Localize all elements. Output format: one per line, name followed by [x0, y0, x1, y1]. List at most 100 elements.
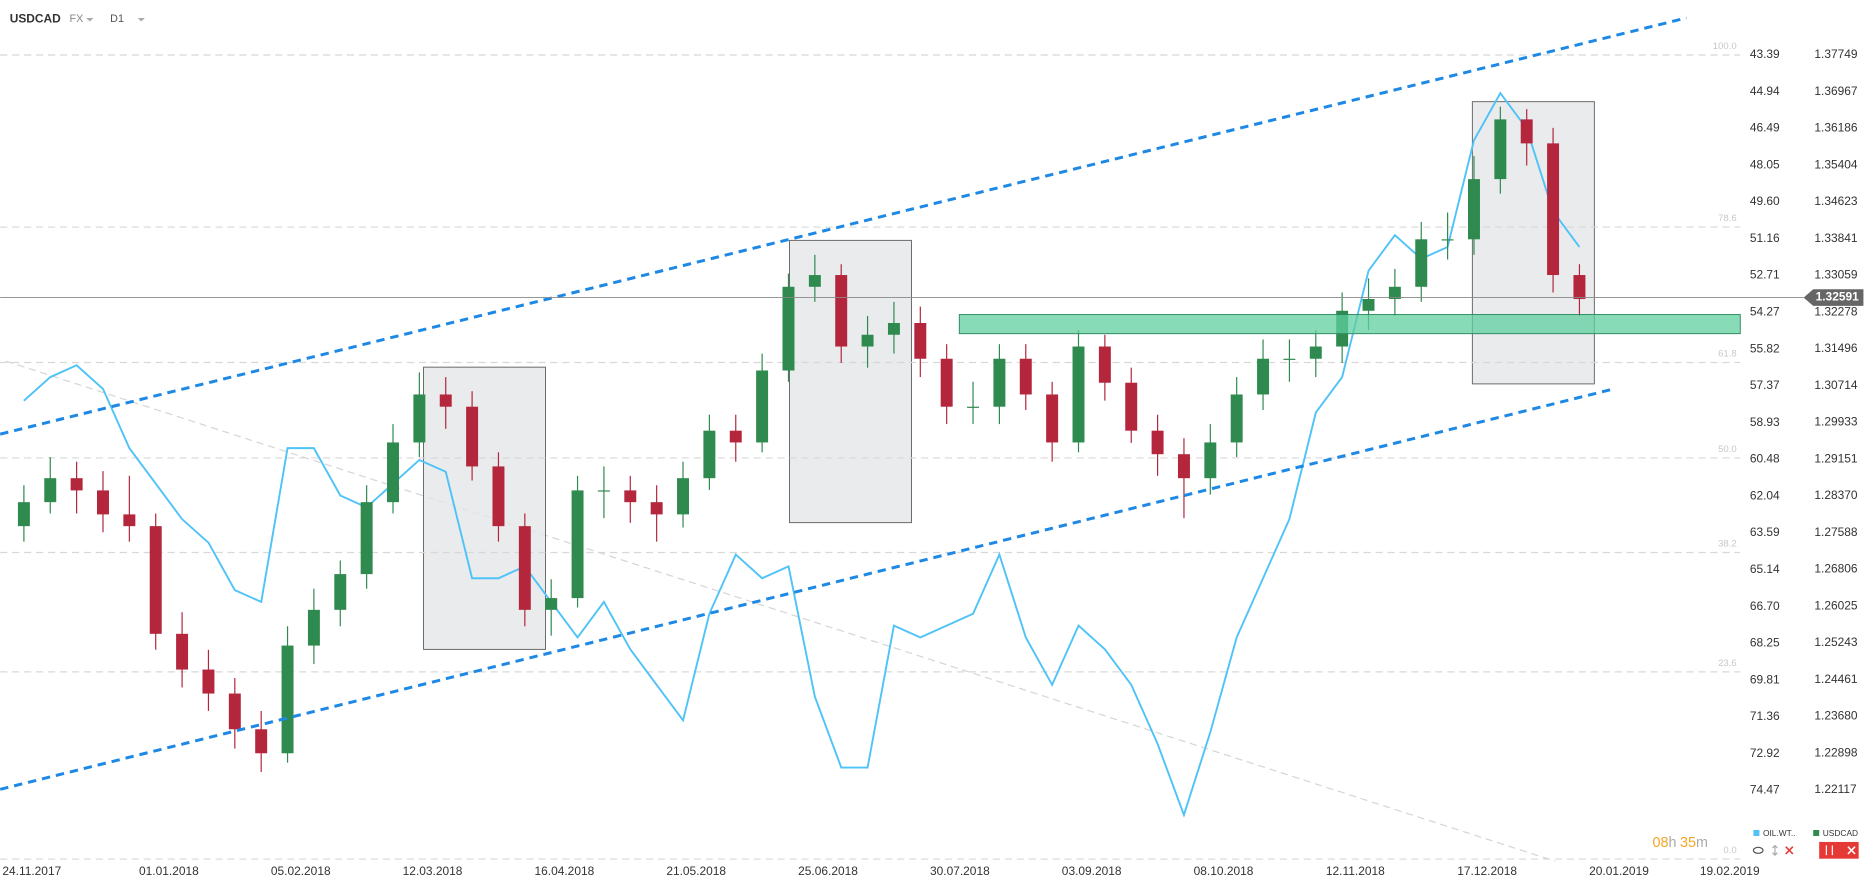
- candle-body: [808, 275, 821, 287]
- candle-body: [439, 394, 452, 407]
- candle-body: [334, 574, 347, 610]
- y2-tick-label: 60.48: [1750, 452, 1780, 466]
- market[interactable]: FX: [70, 13, 84, 25]
- y2-tick-label: 66.70: [1750, 599, 1780, 613]
- x-tick-label: 30.07.2018: [930, 864, 990, 878]
- y-tick-label: 1.35404: [1814, 157, 1858, 171]
- symbol: USDCAD: [10, 11, 61, 25]
- price-tag: [1803, 289, 1864, 306]
- legend-swatch: [1813, 829, 1820, 836]
- y2-tick-label: 51.16: [1750, 231, 1780, 245]
- candle-body: [1309, 346, 1322, 359]
- y-tick-label: 1.36967: [1814, 84, 1858, 98]
- dropdown-caret: [86, 17, 94, 22]
- candle-body: [492, 466, 505, 527]
- candle-body: [387, 442, 399, 503]
- x-tick-label: 12.11.2018: [1326, 864, 1385, 878]
- candle-body: [255, 729, 268, 754]
- move-icon[interactable]: [1772, 844, 1778, 856]
- candle-body: [123, 514, 136, 527]
- y2-tick-label: 57.37: [1750, 378, 1780, 392]
- fib-label: 78.6: [1718, 213, 1737, 224]
- candle-body: [703, 430, 716, 479]
- y-tick-label: 1.33059: [1814, 268, 1858, 282]
- candle-body: [307, 609, 320, 646]
- legend-label: OIL.WT..: [1763, 828, 1796, 838]
- candle-body: [1547, 143, 1560, 276]
- candle-body: [677, 478, 689, 515]
- x-tick-label: 24.11.2017: [2, 864, 61, 878]
- fib-label: 0.0: [1723, 845, 1736, 856]
- series-controls[interactable]: [1819, 841, 1859, 859]
- candle-body: [228, 693, 241, 730]
- eye-icon[interactable]: [1752, 846, 1764, 854]
- candle-body: [518, 526, 531, 610]
- dropdown-caret: [137, 17, 145, 22]
- close-icon[interactable]: [1785, 846, 1794, 855]
- oil-line: [23, 91, 1581, 818]
- candle-body: [729, 430, 742, 443]
- candle-body: [914, 323, 927, 359]
- timer-unit: h: [1668, 835, 1676, 851]
- y2-tick-label: 58.93: [1750, 415, 1780, 429]
- y-tick-label: 1.32278: [1814, 304, 1858, 318]
- candle-body: [97, 490, 109, 515]
- axes: 1.37749 1.36967 1.36186 1.35404 1.34623 1.338…: [0, 47, 1864, 878]
- y2-tick-label: 48.05: [1750, 157, 1780, 171]
- candle-body: [1230, 394, 1243, 443]
- y2-tick-label: 69.81: [1750, 672, 1780, 686]
- candle-body: [1494, 119, 1507, 180]
- candle-body: [624, 490, 637, 503]
- candle-body: [176, 633, 189, 670]
- fib-label: 100.0: [1713, 41, 1737, 52]
- y-tick-label: 1.26025: [1814, 598, 1858, 612]
- y-tick-label: 1.23680: [1814, 709, 1858, 723]
- y-tick-label: 1.24461: [1814, 672, 1858, 686]
- overlays: [0, 16, 1741, 791]
- x-tick-label: 21.05.2018: [666, 864, 726, 878]
- candle-body: [1151, 430, 1164, 455]
- timer-minutes: 35: [1680, 835, 1696, 851]
- candle-body: [835, 275, 848, 347]
- candle-body: [650, 502, 663, 515]
- x-tick-label: 05.02.2018: [271, 864, 331, 878]
- candle-body: [1204, 442, 1217, 479]
- x-tick-label: 01.01.2018: [139, 864, 199, 878]
- candle-body: [1415, 239, 1428, 287]
- candle-body: [70, 478, 83, 491]
- candle-body: [1283, 358, 1296, 360]
- candle-body: [1573, 275, 1586, 300]
- candle-body: [17, 502, 30, 527]
- candle-body: [1467, 179, 1480, 240]
- candle-body: [967, 406, 980, 408]
- y-tick-label: 1.30714: [1814, 378, 1858, 392]
- candle-body: [1257, 358, 1270, 395]
- y2-tick-label: 63.59: [1750, 525, 1780, 539]
- x-tick-label: 17.12.2018: [1457, 864, 1517, 878]
- trend-line: [5, 360, 1556, 862]
- candle-body: [1046, 394, 1059, 443]
- x-tick-label: 20.01.2019: [1589, 864, 1649, 878]
- price-tag-label: 1.32591: [1816, 290, 1860, 304]
- timer-hours: 08: [1653, 835, 1669, 851]
- timeframe[interactable]: D1: [110, 13, 124, 25]
- candle-body: [1125, 382, 1138, 431]
- y-tick-label: 1.37749: [1814, 47, 1858, 61]
- legend-controls: [1752, 841, 1859, 859]
- y-tick-label: 1.36186: [1814, 121, 1858, 135]
- fib-label: 23.6: [1718, 658, 1737, 669]
- close-icon[interactable]: [1847, 846, 1856, 855]
- x-tick-label: 16.04.2018: [535, 864, 595, 878]
- y-tick-label: 1.27588: [1814, 525, 1858, 539]
- y-tick-label: 1.26806: [1814, 562, 1858, 576]
- channel-lower: [0, 387, 1616, 791]
- y-tick-label: 1.25243: [1814, 635, 1858, 649]
- fib-label: 61.8: [1718, 349, 1737, 360]
- candle-body: [281, 645, 294, 754]
- candle-body: [466, 406, 479, 467]
- channel-upper: [0, 16, 1687, 436]
- y2-tick-label: 55.82: [1750, 341, 1780, 355]
- timer: 08h 35m: [1653, 835, 1708, 851]
- y-tick-label: 1.28370: [1814, 488, 1858, 502]
